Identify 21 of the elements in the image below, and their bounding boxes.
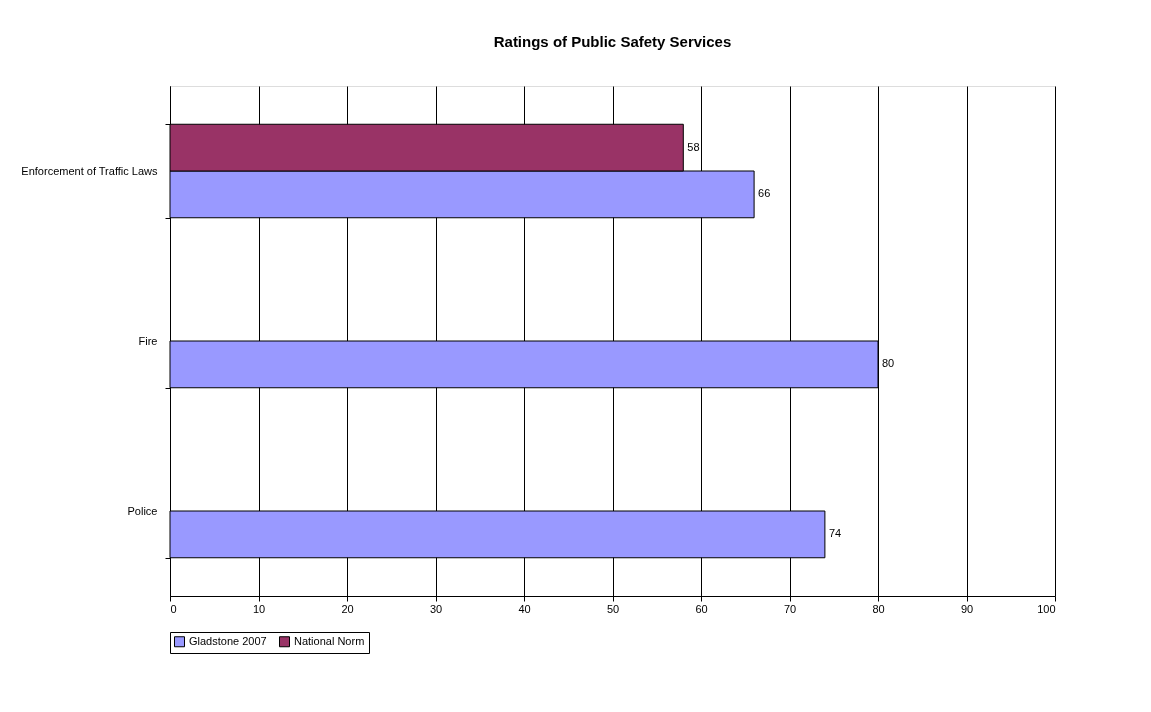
x-tick-label: 40 [518, 602, 531, 615]
y-tick-label: Police [127, 504, 158, 517]
x-tick-label: 90 [960, 602, 974, 615]
x-tick-label: 50 [606, 602, 620, 615]
x-tick-label: 10 [252, 602, 266, 615]
data-label: 80 [882, 357, 895, 370]
data-label: 58 [687, 140, 700, 153]
data-label: 74 [828, 527, 842, 540]
data-label: 66 [758, 187, 771, 200]
x-tick-label: 60 [695, 602, 708, 615]
x-tick-label: 0 [170, 602, 177, 615]
x-tick-label: 100 [1037, 602, 1056, 615]
legend-label: Gladstone 2007 [189, 634, 267, 647]
x-tick-label: 80 [872, 602, 885, 615]
legend-label: National Norm [294, 634, 365, 647]
y-tick-label: Enforcement of Traffic Laws [21, 164, 158, 177]
x-tick-label: 70 [783, 602, 797, 615]
x-tick-label: 30 [429, 602, 443, 615]
chart-title: Ratings of Public Safety Services [493, 33, 732, 50]
y-tick-label: Fire [138, 334, 158, 347]
x-tick-label: 20 [341, 602, 354, 615]
